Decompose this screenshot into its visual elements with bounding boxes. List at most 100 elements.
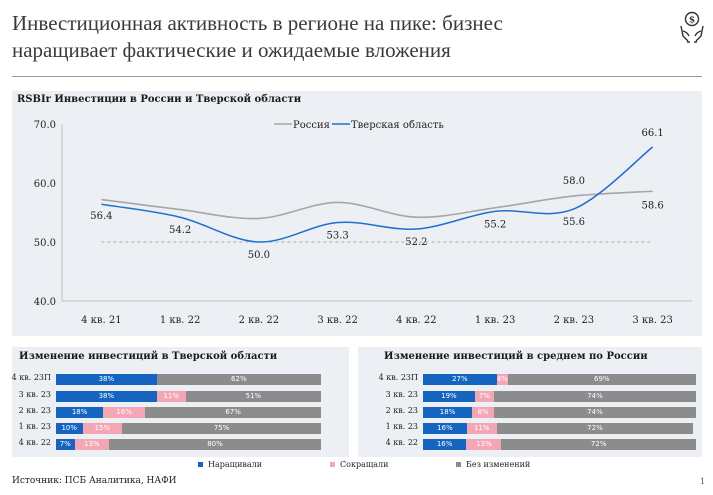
- page-title-line-2: наращивает фактические и ожидаемые вложе…: [12, 38, 451, 62]
- line-chart-panel: [12, 91, 702, 336]
- bar-segment-cut: 13%: [74, 439, 109, 450]
- y-tick-label: 40.0: [34, 297, 56, 308]
- bar-segment-same: 74%: [493, 391, 696, 402]
- russia-bar-title: Изменение инвестиций в среднем по России: [384, 351, 648, 362]
- legend-item-cut: Сокращали: [330, 460, 388, 469]
- bar-row: 19% 7% 74%: [423, 391, 696, 402]
- bar-segment-same: 51%: [185, 391, 321, 402]
- bar-category-label: 3 кв. 23: [385, 390, 418, 399]
- page-title-line-1: Инвестиционная активность в регионе на п…: [12, 11, 503, 35]
- x-tick-label: 4 кв. 22: [396, 315, 437, 326]
- hands-money-icon: $: [680, 11, 704, 43]
- page-title: Инвестиционная активность в регионе на п…: [12, 10, 652, 64]
- line-chart-brand: RSBIr: [17, 94, 51, 105]
- title-divider: [12, 76, 702, 77]
- bar-category-label: 4 кв. 23П: [11, 373, 51, 382]
- x-tick-label: 2 кв. 22: [239, 315, 280, 326]
- page-number: 1: [700, 477, 706, 486]
- tver-data-label: 55.2: [484, 219, 506, 230]
- bar-row: 38%0%62%: [56, 374, 321, 385]
- bar-row: 16% 11% 72%: [423, 423, 696, 434]
- bar-segment-same: 69%: [507, 374, 696, 385]
- bar-segment-cut: 11%: [466, 423, 497, 434]
- legend-item-grew: Наращивали: [198, 460, 262, 469]
- legend-swatch-grew: [198, 462, 203, 467]
- bar-row: 16% 13% 72%: [423, 439, 697, 450]
- bar-segment-same: 80%: [108, 439, 321, 450]
- tver-data-label: 50.0: [248, 250, 270, 261]
- y-tick-label: 50.0: [34, 238, 56, 249]
- tver-data-label: 52.2: [405, 237, 427, 248]
- tver-data-label: 66.1: [641, 128, 663, 139]
- legend-label-grew: Наращивали: [208, 460, 263, 469]
- bar-segment-same: 72%: [496, 423, 694, 434]
- legend-swatch-cut: [330, 462, 335, 467]
- tver-data-label: 55.6: [563, 217, 585, 228]
- x-tick-label: 3 кв. 22: [317, 315, 358, 326]
- tver-data-label: 53.3: [326, 231, 348, 242]
- x-tick-label: 2 кв. 23: [554, 315, 595, 326]
- bar-segment-cut: 15%: [82, 423, 123, 434]
- bar-category-label: 2 кв. 23: [385, 406, 418, 415]
- tver-bar-title: Изменение инвестиций в Тверской области: [19, 351, 278, 362]
- bar-segment-grew: 18%: [423, 407, 473, 418]
- russia-data-label: 58.0: [563, 176, 585, 187]
- x-tick-label: 1 кв. 23: [475, 315, 516, 326]
- bar-segment-grew: 19%: [423, 391, 475, 402]
- bar-category-label: 4 кв. 22: [18, 438, 51, 447]
- line-chart: 40.0 50.0 60.0 70.0 4 кв. 21 1 кв. 22 2 кв. 22…: [34, 120, 692, 326]
- bar-row: 18% 16% 67%: [56, 407, 321, 418]
- russia-data-label: 58.6: [641, 200, 663, 211]
- russia-bar-panel: [358, 347, 702, 457]
- legend-russia-label: Россия: [293, 120, 330, 131]
- bar-segment-grew: 38%: [56, 391, 157, 402]
- bar-segment-cut: 16%: [103, 407, 146, 418]
- bar-segment-grew: 16%: [423, 423, 467, 434]
- bar-segment-cut: 4%: [496, 374, 508, 385]
- legend-swatch-same: [456, 462, 461, 467]
- legend-item-same: Без изменений: [456, 460, 530, 469]
- y-tick-label: 60.0: [34, 179, 56, 190]
- line-chart-title-text: Инвестиции в России и Тверской области: [50, 94, 302, 105]
- bar-row: 38% 11% 51%: [56, 391, 321, 402]
- bar-row: 18% 8% 74%: [423, 407, 696, 418]
- svg-text:$: $: [689, 16, 695, 26]
- x-tick-label: 4 кв. 21: [81, 315, 122, 326]
- bar-segment-same: 72%: [501, 439, 697, 450]
- bar-segment-grew: 27%: [423, 374, 497, 385]
- bar-segment-same: 75%: [122, 423, 321, 434]
- bar-segment-grew: 38%: [56, 374, 157, 385]
- bar-segment-cut: 8%: [472, 407, 494, 418]
- y-tick-label: 70.0: [34, 120, 56, 131]
- bar-segment-same: 62%: [156, 374, 321, 385]
- bar-row: 27% 4% 69%: [423, 374, 696, 385]
- bar-category-label: 4 кв. 22: [385, 438, 418, 447]
- bar-segment-cut: 7%: [474, 391, 494, 402]
- bar-segment-grew: 7%: [56, 439, 75, 450]
- x-tick-label: 1 кв. 22: [160, 315, 201, 326]
- source-note: Источник: ПСБ Аналитика, НАФИ: [12, 476, 177, 486]
- tver-data-label: 56.4: [90, 211, 112, 222]
- bar-row: 7% 13% 80%: [56, 439, 321, 450]
- legend-label-cut: Сокращали: [340, 460, 389, 469]
- bar-category-label: 4 кв. 23П: [378, 373, 418, 382]
- x-tick-label: 3 кв. 23: [632, 315, 673, 326]
- tver-data-label: 54.2: [169, 225, 191, 236]
- legend-tver-label: Тверская область: [351, 120, 444, 131]
- bar-segment-same: 74%: [493, 407, 696, 418]
- bar-category-label: 3 кв. 23: [18, 390, 51, 399]
- legend-label-same: Без изменений: [466, 460, 531, 469]
- tver-series-line: [101, 146, 654, 243]
- bar-segment-grew: 10%: [56, 423, 83, 434]
- bar-segment-cut: 13%: [466, 439, 502, 450]
- bar-row: 10% 15% 75%: [56, 423, 321, 434]
- russia-series-line: [101, 190, 653, 220]
- bar-category-label: 1 кв. 23: [385, 422, 418, 431]
- line-chart-title: RSBIr Инвестиции в России и Тверской обл…: [17, 94, 301, 105]
- bar-segment-cut: 11%: [156, 391, 186, 402]
- bar-segment-same: 67%: [145, 407, 321, 418]
- bar-segment-grew: 18%: [56, 407, 104, 418]
- bar-category-label: 1 кв. 23: [18, 422, 51, 431]
- bar-segment-grew: 16%: [423, 439, 467, 450]
- bar-category-label: 2 кв. 23: [18, 406, 51, 415]
